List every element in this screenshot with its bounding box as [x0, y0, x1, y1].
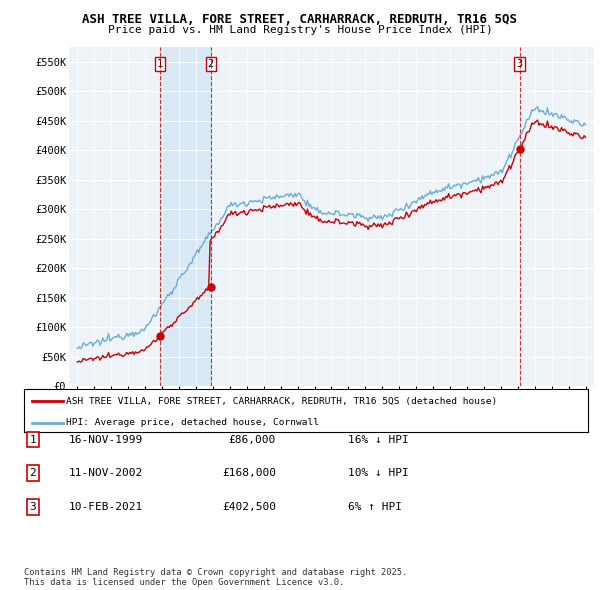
Text: ASH TREE VILLA, FORE STREET, CARHARRACK, REDRUTH, TR16 5QS: ASH TREE VILLA, FORE STREET, CARHARRACK,… [83, 13, 517, 26]
Text: 2: 2 [208, 59, 214, 69]
Text: £86,000: £86,000 [229, 435, 276, 444]
Text: 3: 3 [517, 59, 523, 69]
Text: 2: 2 [29, 468, 37, 478]
Text: 11-NOV-2002: 11-NOV-2002 [69, 468, 143, 478]
Text: 16-NOV-1999: 16-NOV-1999 [69, 435, 143, 444]
Text: HPI: Average price, detached house, Cornwall: HPI: Average price, detached house, Corn… [66, 418, 319, 427]
Text: ASH TREE VILLA, FORE STREET, CARHARRACK, REDRUTH, TR16 5QS (detached house): ASH TREE VILLA, FORE STREET, CARHARRACK,… [66, 397, 497, 406]
Text: Price paid vs. HM Land Registry's House Price Index (HPI): Price paid vs. HM Land Registry's House … [107, 25, 493, 35]
Text: 3: 3 [29, 502, 37, 512]
Text: £402,500: £402,500 [222, 502, 276, 512]
Text: 10-FEB-2021: 10-FEB-2021 [69, 502, 143, 512]
Text: 6% ↑ HPI: 6% ↑ HPI [348, 502, 402, 512]
Text: 16% ↓ HPI: 16% ↓ HPI [348, 435, 409, 444]
Text: 1: 1 [29, 435, 37, 444]
Bar [160, 47, 211, 386]
Text: 1: 1 [157, 59, 163, 69]
Text: Contains HM Land Registry data © Crown copyright and database right 2025.
This d: Contains HM Land Registry data © Crown c… [24, 568, 407, 587]
Text: £168,000: £168,000 [222, 468, 276, 478]
Text: 10% ↓ HPI: 10% ↓ HPI [348, 468, 409, 478]
